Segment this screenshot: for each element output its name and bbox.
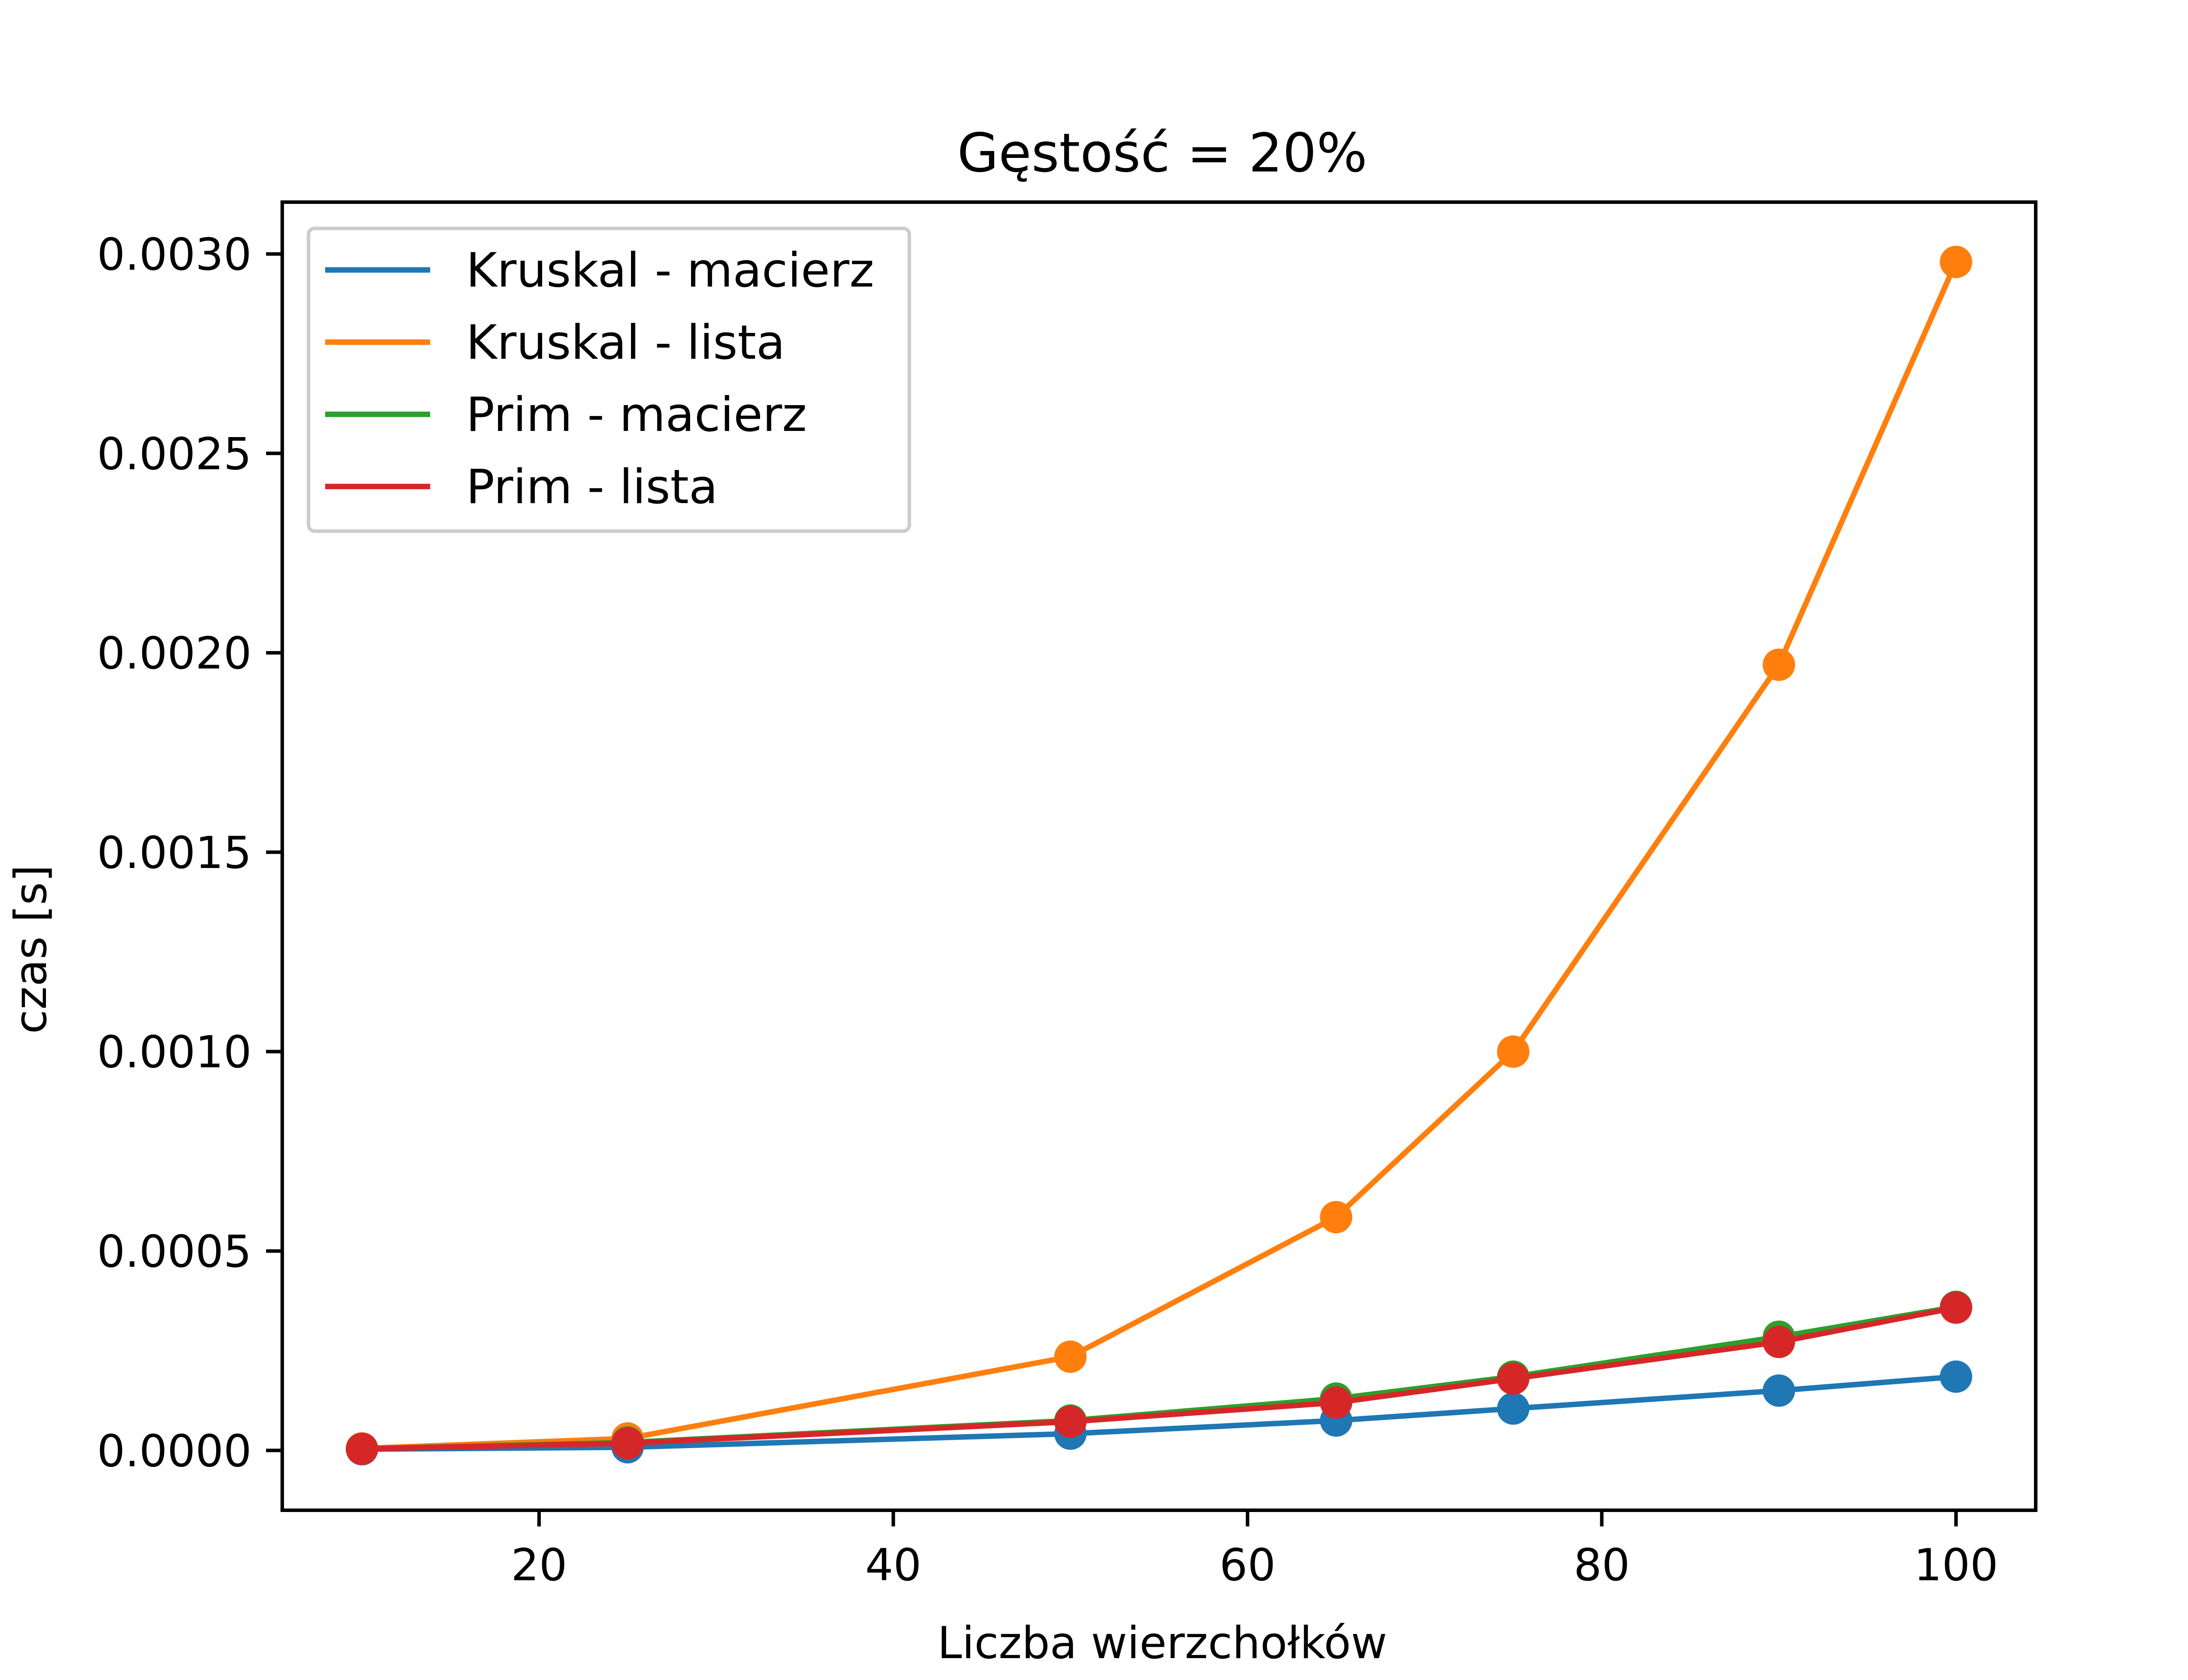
data-point (1939, 1360, 1972, 1393)
data-point (1054, 1405, 1087, 1438)
x-tick-label: 20 (511, 1539, 568, 1591)
y-tick-label: 0.0010 (97, 1026, 252, 1078)
x-tick-label: 100 (1914, 1539, 1998, 1591)
data-point (1939, 245, 1972, 278)
y-tick-label: 0.0000 (97, 1425, 252, 1477)
legend-label: Prim - macierz (466, 388, 807, 442)
y-tick-label: 0.0025 (97, 428, 252, 480)
data-point (1497, 1362, 1529, 1395)
data-point (1763, 648, 1795, 681)
data-point (1320, 1200, 1353, 1233)
legend-box (307, 227, 911, 533)
y-tick-label: 0.0030 (97, 229, 252, 280)
data-point (1763, 1374, 1795, 1407)
y-tick-label: 0.0020 (97, 627, 252, 679)
axes: 20 40 60 80 100 0.0000 0.0005 0.0010 0.0015 0.002… (97, 200, 2037, 1591)
chart-title: Gęstość = 20% (957, 122, 1367, 184)
data-point (1763, 1326, 1795, 1358)
data-point (611, 1427, 644, 1460)
series-layer (346, 245, 1972, 1466)
x-tick-label: 60 (1220, 1539, 1276, 1591)
x-tick-label: 80 (1574, 1539, 1630, 1591)
y-tick-label: 0.0005 (97, 1225, 252, 1277)
y-tick-label: 0.0015 (97, 827, 252, 878)
legend-label: Kruskal - macierz (466, 243, 874, 298)
legend-label: Prim - lista (466, 460, 718, 514)
data-point (1054, 1340, 1087, 1373)
series-prim-lista (346, 1291, 1972, 1465)
data-point (346, 1432, 379, 1465)
data-point (1497, 1392, 1529, 1425)
y-axis-label: czas [s] (5, 865, 56, 1034)
plot-frame (281, 200, 2037, 1512)
x-axis-label: Liczba wierzchołków (937, 1617, 1387, 1669)
data-point (1320, 1386, 1353, 1419)
x-tick-label: 40 (865, 1539, 922, 1591)
data-point (1497, 1035, 1529, 1068)
data-point (1939, 1291, 1972, 1324)
legend-label: Kruskal - lista (466, 315, 785, 370)
legend: Kruskal - macierz Kruskal - lista Prim - m… (307, 227, 911, 533)
